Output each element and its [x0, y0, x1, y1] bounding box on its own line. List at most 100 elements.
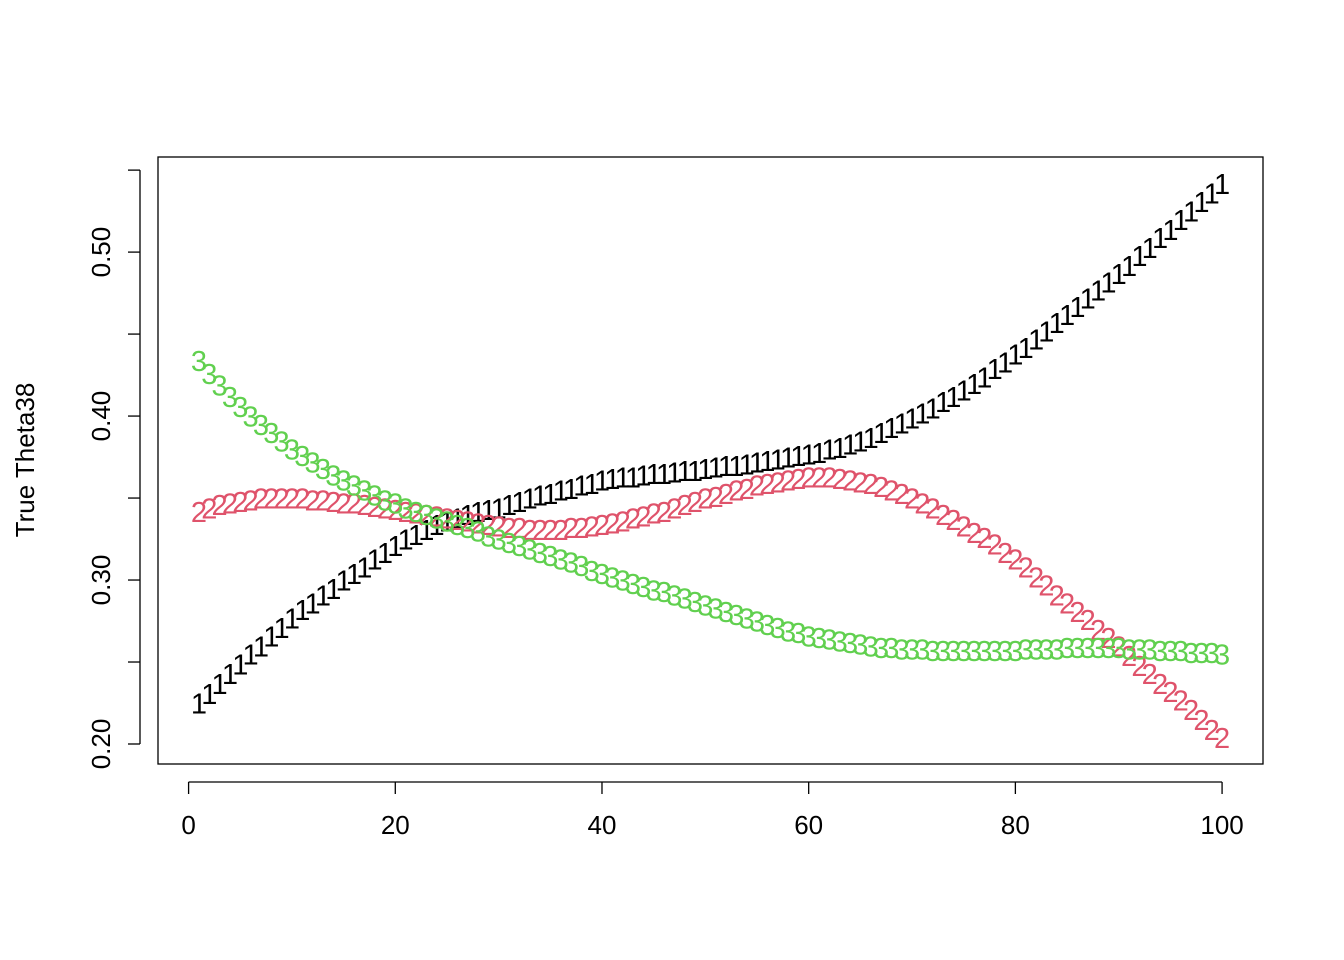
series-marker: 3 [1038, 635, 1054, 667]
x-tick-label: 40 [588, 810, 617, 840]
series-marker: 3 [966, 636, 982, 668]
series-marker: 2 [305, 485, 321, 517]
series-marker: 1 [873, 418, 889, 450]
series-marker: 1 [553, 475, 569, 507]
series-marker: 1 [1183, 197, 1199, 229]
series-marker: 3 [491, 525, 507, 557]
series-marker: 2 [480, 510, 496, 542]
series-marker: 2 [491, 512, 507, 544]
series-marker: 3 [863, 631, 879, 663]
series-marker: 3 [315, 454, 331, 486]
series-marker: 1 [739, 449, 755, 481]
series-marker: 2 [1152, 669, 1168, 701]
series-marker: 3 [191, 346, 207, 378]
series-marker: 3 [677, 584, 693, 616]
series-marker: 1 [832, 433, 848, 465]
series-marker: 1 [604, 464, 620, 496]
series-marker: 2 [460, 507, 476, 539]
series-marker: 3 [532, 538, 548, 570]
series-marker: 2 [976, 523, 992, 555]
series-marker: 1 [563, 474, 579, 506]
series-marker: 3 [604, 562, 620, 594]
series-marker: 1 [811, 438, 827, 470]
series-marker: 1 [821, 434, 837, 466]
series-marker: 2 [1214, 723, 1230, 755]
series-marker: 2 [387, 495, 403, 527]
series-marker: 1 [1121, 251, 1137, 283]
series-marker: 1 [780, 443, 796, 475]
series-marker: 1 [470, 497, 486, 529]
series-marker: 2 [914, 489, 930, 521]
series-marker: 1 [718, 451, 734, 483]
series-marker: 1 [728, 451, 744, 483]
series-marker: 3 [646, 576, 662, 608]
series-marker: 2 [1162, 677, 1178, 709]
series-marker: 1 [542, 479, 558, 511]
series-marker: 3 [563, 548, 579, 580]
series-marker: 2 [821, 462, 837, 494]
series-marker: 1 [1204, 179, 1220, 211]
series-marker: 1 [749, 448, 765, 480]
series-marker: 3 [904, 635, 920, 667]
series-marker: 2 [418, 500, 434, 532]
series-marker: 2 [666, 494, 682, 526]
series-marker: 1 [1193, 187, 1209, 219]
series-marker: 2 [222, 489, 238, 521]
series-marker: 2 [201, 494, 217, 526]
series-marker: 1 [460, 500, 476, 532]
series-marker: 2 [336, 489, 352, 521]
series-marker: 3 [336, 466, 352, 498]
series-marker: 1 [997, 348, 1013, 380]
series-marker: 1 [708, 453, 724, 485]
series-marker: 3 [222, 382, 238, 414]
series-marker: 2 [759, 469, 775, 501]
series-marker: 2 [832, 464, 848, 496]
series-marker: 2 [1121, 641, 1137, 673]
series-marker: 2 [1183, 695, 1199, 727]
series-marker: 2 [873, 472, 889, 504]
series-marker: 1 [222, 659, 238, 691]
series-marker: 2 [377, 494, 393, 526]
series-marker: 2 [656, 497, 672, 529]
series-marker: 2 [1038, 571, 1054, 603]
series-marker: 3 [1152, 636, 1168, 668]
series-marker: 3 [615, 566, 631, 598]
series-marker: 1 [1028, 325, 1044, 357]
series-marker: 3 [325, 461, 341, 493]
series-marker: 2 [945, 505, 961, 537]
series-marker: 3 [1080, 633, 1096, 665]
series-marker: 1 [336, 566, 352, 598]
series-marker: 2 [904, 484, 920, 516]
series-marker: 3 [263, 418, 279, 450]
series-marker: 2 [429, 502, 445, 534]
series-marker: 2 [625, 503, 641, 535]
series-marker: 2 [408, 498, 424, 530]
series-marker: 2 [294, 484, 310, 516]
series-marker: 3 [842, 628, 858, 660]
series-marker: 1 [1100, 267, 1116, 299]
series-marker: 1 [284, 603, 300, 635]
series-marker: 1 [925, 394, 941, 426]
series-marker: 2 [356, 490, 372, 522]
series-marker: 3 [801, 621, 817, 653]
series-marker: 3 [294, 441, 310, 473]
series-marker: 1 [1059, 300, 1075, 332]
series-marker: 2 [1111, 631, 1127, 663]
series-marker: 1 [1038, 316, 1054, 348]
x-tick-label: 0 [181, 810, 195, 840]
series-marker: 3 [625, 569, 641, 601]
series-marker: 3 [1111, 633, 1127, 665]
series-marker: 1 [573, 471, 589, 503]
series-marker: 3 [253, 410, 269, 442]
series-marker: 2 [966, 518, 982, 550]
series-marker: 3 [749, 607, 765, 639]
series-marker: 3 [274, 426, 290, 458]
series-marker: 3 [1090, 633, 1106, 665]
series-marker: 3 [573, 551, 589, 583]
series-marker: 2 [274, 484, 290, 516]
series-marker: 3 [1173, 636, 1189, 668]
series-marker: 3 [739, 603, 755, 635]
plot-frame [157, 156, 1264, 765]
series-marker: 1 [480, 495, 496, 527]
series-marker: 1 [367, 544, 383, 576]
